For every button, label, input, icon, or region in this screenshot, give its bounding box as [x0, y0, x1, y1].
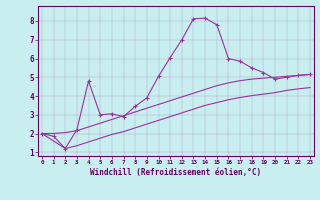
X-axis label: Windchill (Refroidissement éolien,°C): Windchill (Refroidissement éolien,°C): [91, 168, 261, 177]
